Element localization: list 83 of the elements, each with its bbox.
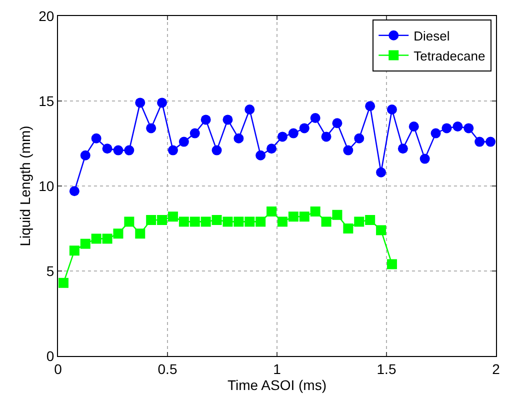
point	[102, 144, 112, 154]
point	[310, 113, 320, 123]
point	[157, 98, 168, 108]
point	[135, 98, 146, 108]
point	[146, 123, 156, 134]
x-tick-label: 2	[492, 360, 500, 377]
point	[332, 210, 342, 220]
point	[365, 101, 376, 112]
legend-label: Tetradecane	[414, 48, 486, 64]
point	[222, 216, 233, 227]
point	[452, 122, 463, 132]
point	[244, 104, 255, 114]
point	[190, 128, 200, 138]
point	[299, 212, 310, 222]
point	[376, 167, 386, 178]
point	[277, 216, 288, 227]
point	[332, 118, 342, 128]
point	[256, 150, 266, 160]
point	[222, 114, 233, 125]
point	[386, 259, 397, 270]
point	[420, 154, 430, 164]
point	[266, 144, 277, 154]
point	[157, 215, 168, 225]
point	[200, 114, 211, 125]
point	[376, 225, 386, 236]
point	[321, 132, 332, 142]
point	[321, 216, 332, 227]
legend-label: Diesel	[414, 28, 450, 44]
point	[58, 278, 68, 288]
point	[102, 234, 112, 244]
x-axis-title: Time ASOI (ms)	[227, 377, 327, 394]
point	[299, 123, 310, 134]
point	[266, 206, 277, 216]
y-tick-label: 20	[38, 8, 54, 24]
point	[442, 123, 452, 134]
point	[354, 133, 364, 144]
point	[486, 136, 496, 147]
point	[91, 234, 102, 244]
point	[80, 238, 90, 249]
point	[430, 128, 441, 138]
point	[365, 215, 376, 225]
point	[69, 186, 80, 196]
point	[398, 144, 408, 154]
point	[464, 123, 474, 134]
x-tick-label: 1	[273, 360, 282, 377]
point	[386, 104, 397, 114]
y-tick-label: 10	[38, 178, 54, 194]
point	[178, 216, 189, 227]
point	[190, 216, 200, 227]
y-tick-label: 5	[46, 262, 54, 279]
point	[113, 145, 124, 156]
point	[146, 215, 156, 225]
point	[234, 133, 244, 144]
point	[124, 216, 134, 227]
point	[124, 145, 134, 156]
point	[91, 133, 102, 144]
point	[80, 150, 90, 160]
point	[168, 212, 178, 222]
point	[234, 216, 244, 227]
point	[343, 145, 354, 156]
point	[69, 246, 80, 256]
y-tick-label: 0	[46, 348, 54, 364]
point	[408, 122, 419, 132]
point	[113, 228, 124, 239]
x-tick-label: 1.5	[376, 360, 396, 377]
point	[135, 228, 146, 239]
point	[474, 136, 485, 147]
point	[212, 145, 222, 156]
point	[168, 145, 178, 156]
y-axis-title: Liquid Length (mm)	[17, 126, 34, 246]
y-tick-label: 15	[38, 92, 54, 109]
point	[343, 224, 354, 234]
point	[288, 212, 298, 222]
point	[200, 216, 211, 227]
point	[256, 216, 266, 227]
point	[288, 128, 298, 138]
point	[310, 206, 320, 216]
point	[354, 216, 364, 227]
point	[212, 215, 222, 225]
point	[244, 216, 255, 227]
point	[178, 136, 189, 147]
x-tick-label: 0.5	[158, 360, 178, 377]
point	[277, 132, 288, 142]
